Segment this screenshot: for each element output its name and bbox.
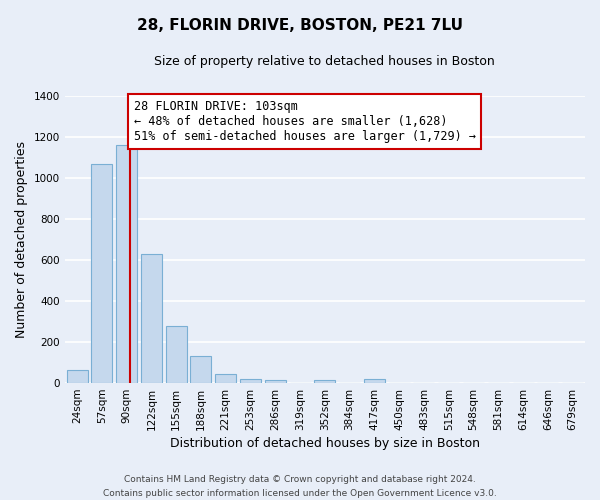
Bar (190, 356, 211, 383)
X-axis label: Distribution of detached houses by size in Boston: Distribution of detached houses by size … (170, 437, 480, 450)
Bar (141, 254, 162, 383)
Title: Size of property relative to detached houses in Boston: Size of property relative to detached ho… (154, 55, 495, 68)
Bar (314, 380, 335, 383)
Y-axis label: Number of detached properties: Number of detached properties (15, 141, 28, 338)
Bar (364, 379, 385, 383)
Bar (265, 380, 286, 383)
Bar (240, 379, 261, 383)
Text: 28 FLORIN DRIVE: 103sqm
← 48% of detached houses are smaller (1,628)
51% of semi: 28 FLORIN DRIVE: 103sqm ← 48% of detache… (134, 100, 476, 142)
Bar (116, 145, 137, 383)
Bar (67, 370, 88, 383)
Bar (166, 326, 187, 383)
Text: 28, FLORIN DRIVE, BOSTON, PE21 7LU: 28, FLORIN DRIVE, BOSTON, PE21 7LU (137, 18, 463, 32)
Bar (215, 374, 236, 383)
Text: Contains HM Land Registry data © Crown copyright and database right 2024.
Contai: Contains HM Land Registry data © Crown c… (103, 476, 497, 498)
Bar (91, 164, 112, 383)
